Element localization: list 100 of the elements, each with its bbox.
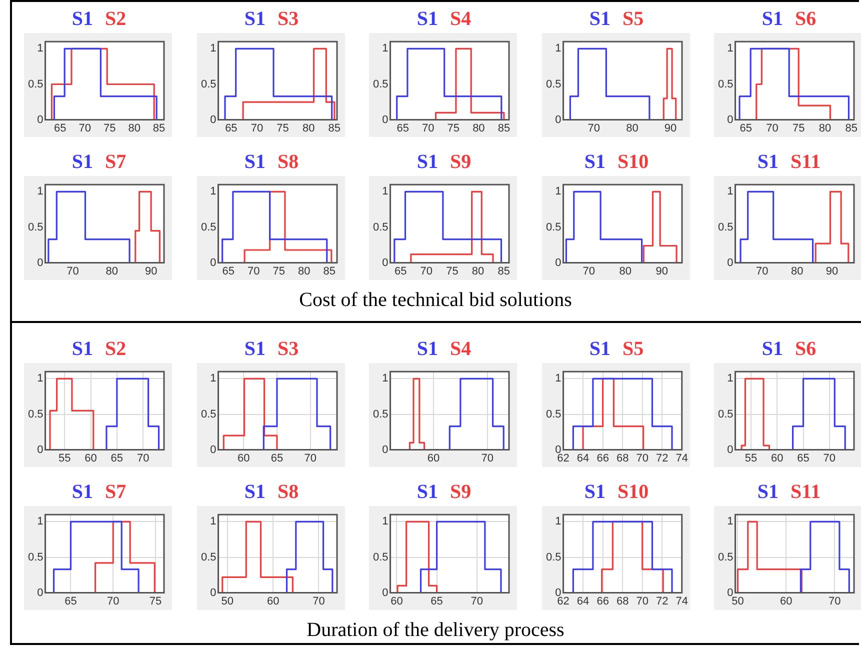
- y-tick-label: 1: [554, 516, 561, 528]
- y-tick-label: 1: [37, 516, 44, 528]
- x-tick-label: 80: [618, 265, 632, 278]
- x-tick-label: 85: [498, 265, 510, 278]
- y-tick-label: 1: [554, 186, 561, 198]
- x-tick-label: 68: [616, 595, 628, 608]
- y-tick-label: 0.5: [200, 551, 216, 564]
- series-label: S1: [757, 481, 779, 503]
- x-tick-label: 65: [740, 122, 752, 134]
- x-tick-label: 75: [276, 122, 288, 134]
- x-tick-label: 90: [655, 265, 668, 278]
- y-tick-label: 0: [727, 444, 734, 456]
- series-label: S1: [584, 481, 606, 503]
- x-tick-label: 55: [744, 452, 758, 464]
- x-tick-label: 70: [250, 122, 263, 134]
- y-tick-label: 1: [382, 42, 388, 55]
- x-tick-label: 70: [756, 265, 768, 278]
- x-tick-label: 80: [106, 265, 118, 278]
- series-label: S1: [762, 338, 783, 360]
- series-label: S7: [105, 151, 126, 173]
- x-tick-label: 70: [823, 452, 836, 464]
- x-tick-label: 66: [596, 595, 608, 608]
- y-tick-label: 1: [37, 372, 44, 385]
- y-tick-label: 0.5: [28, 221, 44, 234]
- x-tick-label: 80: [472, 122, 485, 134]
- x-tick-label: 75: [792, 122, 805, 134]
- x-tick-label: 70: [636, 452, 648, 464]
- x-tick-label: 80: [128, 122, 140, 134]
- y-tick-label: 0.5: [372, 408, 388, 420]
- series-label: S1: [244, 151, 266, 173]
- x-tick-label: 65: [54, 122, 66, 134]
- x-tick-label: 90: [664, 122, 676, 134]
- x-tick-label: 70: [587, 122, 600, 134]
- series-label: S1: [244, 8, 266, 30]
- series-label: S8: [278, 151, 299, 173]
- y-tick-label: 0: [37, 114, 44, 126]
- x-tick-label: 70: [136, 452, 150, 464]
- x-tick-label: 70: [481, 452, 494, 464]
- x-tick-label: 75: [272, 265, 285, 278]
- x-tick-label: 65: [222, 265, 234, 278]
- series-label: S10: [618, 151, 649, 173]
- x-tick-label: 70: [78, 122, 91, 134]
- x-tick-label: 85: [498, 122, 510, 134]
- text: Duration of the delivery process: [306, 619, 566, 642]
- y-tick-label: 0.5: [718, 221, 734, 234]
- y-tick-label: 1: [210, 516, 216, 528]
- y-tick-label: 1: [727, 42, 734, 55]
- y-tick-label: 0: [554, 256, 561, 269]
- series-label: S9: [450, 481, 472, 503]
- x-tick-label: 70: [470, 595, 484, 608]
- x-tick-label: 72: [655, 595, 668, 608]
- series-label: S11: [790, 151, 821, 173]
- y-tick-label: 0.5: [28, 551, 44, 564]
- x-tick-label: 60: [771, 452, 784, 464]
- y-tick-label: 0.5: [372, 221, 388, 234]
- series-label: S1: [72, 338, 93, 360]
- y-tick-label: 0.5: [200, 408, 216, 420]
- y-tick-label: 0: [210, 256, 216, 269]
- series-label: S1: [72, 8, 93, 30]
- series-label: S1: [416, 338, 438, 360]
- x-tick-label: 74: [675, 595, 688, 608]
- x-tick-label: 50: [220, 595, 234, 608]
- x-tick-label: 55: [58, 452, 71, 464]
- x-tick-label: 70: [247, 265, 260, 278]
- x-tick-label: 70: [636, 595, 648, 608]
- x-tick-label: 80: [302, 122, 314, 134]
- series-label: S1: [584, 151, 606, 173]
- series-label: S1: [416, 8, 438, 30]
- y-tick-label: 1: [210, 42, 216, 55]
- x-tick-label: 66: [596, 452, 608, 464]
- y-tick-label: 1: [382, 516, 388, 528]
- y-tick-label: 0.5: [200, 221, 216, 234]
- series-label: S10: [618, 481, 649, 503]
- x-tick-label: 65: [64, 595, 77, 608]
- x-tick-label: 90: [826, 265, 838, 278]
- x-tick-label: 64: [576, 452, 589, 464]
- series-label: S1: [762, 8, 783, 30]
- y-tick-label: 0.5: [545, 408, 561, 420]
- y-tick-label: 0.5: [545, 551, 561, 564]
- x-tick-label: 90: [144, 265, 158, 278]
- series-label: S1: [244, 338, 266, 360]
- y-tick-label: 1: [210, 372, 216, 385]
- x-tick-label: 65: [110, 452, 124, 464]
- series-label: S8: [278, 481, 299, 503]
- y-tick-label: 0.5: [28, 408, 44, 420]
- x-tick-label: 74: [675, 452, 688, 464]
- y-tick-label: 0: [37, 256, 44, 269]
- series-label: S1: [416, 481, 438, 503]
- x-tick-label: 65: [396, 122, 410, 134]
- x-tick-label: 65: [797, 452, 810, 464]
- series-label: S7: [105, 481, 126, 503]
- x-tick-label: 70: [304, 452, 316, 464]
- series-label: S3: [278, 338, 299, 360]
- y-tick-label: 1: [382, 372, 388, 385]
- y-tick-label: 0: [382, 256, 388, 269]
- x-tick-label: 62: [556, 595, 569, 608]
- y-tick-label: 0: [210, 586, 216, 599]
- y-tick-label: 0: [210, 114, 216, 126]
- y-tick-label: 0.5: [372, 551, 388, 564]
- x-tick-label: 70: [66, 265, 79, 278]
